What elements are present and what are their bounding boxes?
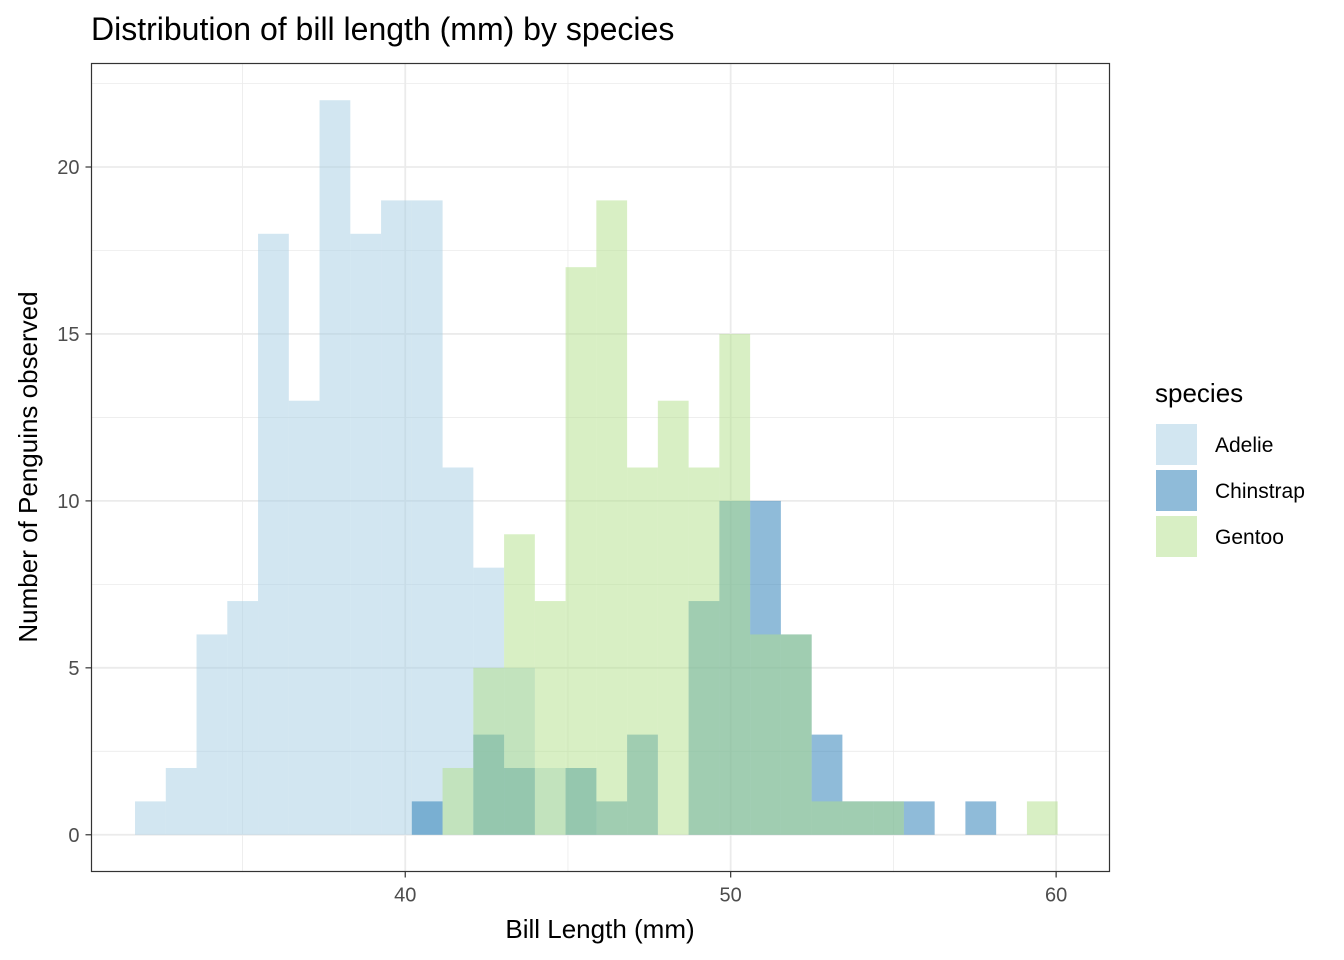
x-tick-label: 60 — [1045, 885, 1067, 907]
legend: species Adelie Chinstrap Gentoo — [1155, 378, 1305, 558]
legend-items: Adelie Chinstrap Gentoo — [1155, 423, 1305, 558]
histogram-bar — [196, 634, 228, 835]
plot-panel — [90, 62, 1111, 873]
panel-border — [90, 62, 1111, 873]
y-tick-label: 15 — [57, 324, 79, 346]
histogram-bar — [381, 200, 412, 835]
histogram-bar — [596, 200, 628, 835]
histogram-bar — [319, 100, 351, 835]
y-tick-label: 10 — [57, 491, 79, 513]
legend-label: Chinstrap — [1215, 480, 1305, 503]
histogram-bar — [165, 767, 197, 835]
legend-item-chinstrap: Chinstrap — [1155, 469, 1305, 512]
histogram-bar — [258, 233, 289, 835]
y-tick-label: 5 — [68, 658, 79, 680]
legend-label: Adelie — [1215, 434, 1273, 457]
series-gentoo — [442, 200, 1058, 835]
x-tick-label: 40 — [394, 885, 416, 907]
histogram-bar — [411, 200, 443, 835]
x-tick-label: 50 — [720, 885, 742, 907]
histogram-bar — [719, 333, 751, 835]
x-axis-title: Bill Length (mm) — [505, 914, 694, 944]
y-tick-label: 0 — [68, 825, 79, 847]
histogram-bars — [135, 100, 1058, 835]
histogram-bar — [657, 400, 689, 835]
histogram-bar — [1026, 801, 1058, 835]
legend-item-gentoo: Gentoo — [1155, 515, 1284, 558]
histogram-bar — [565, 267, 597, 835]
histogram-bar — [688, 467, 720, 835]
y-tick-label: 20 — [57, 157, 79, 179]
legend-item-adelie: Adelie — [1155, 423, 1273, 466]
legend-swatch — [1156, 516, 1197, 557]
histogram-bar — [534, 601, 566, 835]
histogram-bar — [842, 801, 874, 835]
histogram-bar — [442, 767, 474, 835]
histogram-bar — [411, 801, 443, 835]
x-axis: 40 50 60 — [394, 871, 1067, 907]
legend-title: species — [1155, 378, 1243, 408]
histogram-bar — [504, 534, 535, 835]
histogram-bar — [903, 801, 935, 835]
histogram-bar — [350, 233, 382, 835]
histogram-bar — [627, 467, 658, 835]
histogram-bar — [873, 801, 904, 835]
histogram-bar — [750, 634, 781, 835]
histogram-bar — [227, 601, 259, 835]
histogram-bar — [965, 801, 997, 835]
histogram-bar — [780, 634, 812, 835]
legend-swatch — [1156, 470, 1197, 511]
histogram-bar — [135, 801, 166, 835]
y-axis: 0 5 10 15 20 — [57, 157, 92, 847]
histogram-bar — [288, 400, 320, 835]
histogram-bar — [473, 667, 505, 835]
y-axis-title: Number of Penguins observed — [13, 291, 43, 642]
legend-label: Gentoo — [1215, 526, 1284, 549]
histogram-bar — [811, 801, 843, 835]
chart-title: Distribution of bill length (mm) by spec… — [91, 11, 674, 47]
legend-swatch — [1156, 424, 1197, 465]
